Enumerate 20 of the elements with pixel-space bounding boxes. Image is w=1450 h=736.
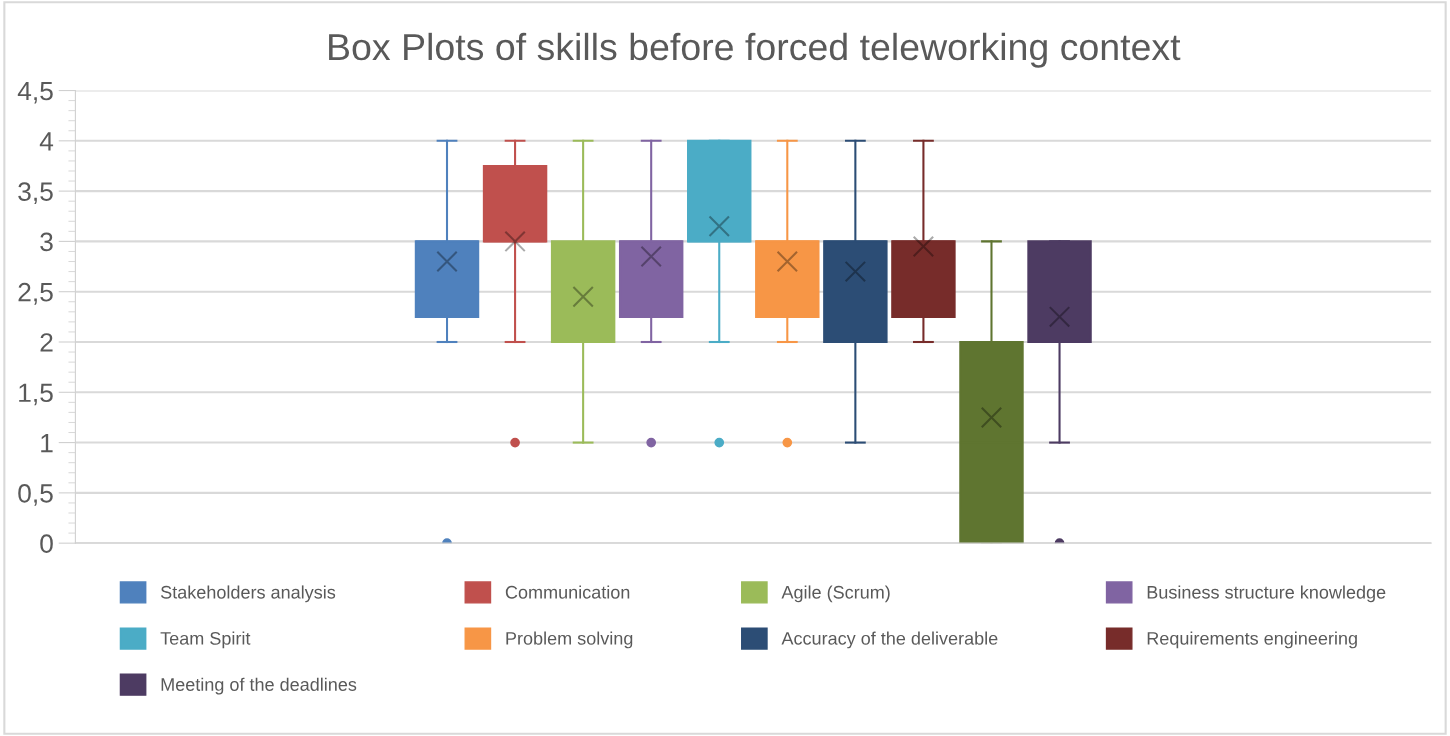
y-tick-label: 0,5 — [18, 484, 53, 506]
legend-label: Requirements engineering — [1147, 631, 1357, 649]
y-tick-label: 0 — [40, 534, 53, 553]
y-tick-label: 1,5 — [19, 383, 53, 406]
y-tick-label: 3 — [40, 232, 53, 252]
y-tick-label: 3,5 — [18, 182, 53, 205]
y-tick-label: 4 — [39, 132, 54, 151]
legend-label: Agile (Scrum) — [781, 585, 890, 603]
legend-label: Meeting of the deadlines — [161, 677, 357, 695]
y-tick-label: 2 — [40, 333, 53, 352]
legend-label: Communication — [505, 585, 630, 599]
y-tick-label: 4,5 — [17, 81, 53, 104]
y-tick-label: 1 — [41, 433, 53, 453]
chart-title: Box Plots of skills before forced teleworking context — [329, 32, 1181, 68]
legend-label: Stakeholders analysis — [160, 585, 336, 603]
legend-label: Problem solving — [506, 631, 633, 649]
legend-label: Accuracy of the deliverable — [781, 631, 998, 649]
legend-label: Business structure knowledge — [1147, 585, 1386, 603]
y-tick-label: 2,5 — [18, 282, 53, 305]
legend-label: Team Spirit — [160, 631, 251, 649]
